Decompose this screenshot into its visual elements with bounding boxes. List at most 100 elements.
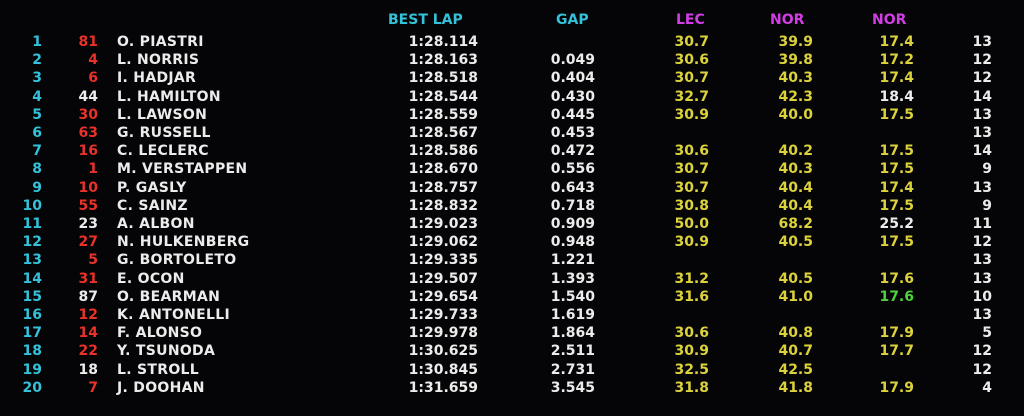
driver-name: C. SAINZ	[117, 197, 188, 214]
sector3-time: 17.6	[879, 270, 914, 287]
sector1-time: 50.0	[674, 216, 709, 232]
table-row: 14 31 E. OCON 1:29.507 1.393 31.2 40.5 17.6 13	[0, 270, 1024, 288]
gap-time	[520, 33, 595, 51]
best-lap-time: 1:30.845	[408, 361, 478, 378]
table-row: 1 81 O. PIASTRI 1:28.114 30.7 39.9 17.4 13	[0, 33, 1024, 51]
sector2-time: 40.7	[778, 343, 813, 360]
lap-count: 9	[982, 197, 992, 214]
lap-count: 14	[972, 88, 992, 105]
table-row: 9 10 P. GASLY 1:28.757 0.643 30.7 40.4 17.4 13	[0, 179, 1024, 197]
sector3-time: 17.5	[879, 106, 914, 123]
lap-count: 13	[972, 125, 992, 141]
gap-time: 2.511	[550, 343, 595, 360]
position: 4	[32, 88, 42, 105]
position: 7	[32, 143, 42, 160]
gap-time: 2.731	[550, 361, 595, 378]
best-lap-time: 1:31.659	[408, 379, 478, 396]
table-row: 3 6 I. HADJAR 1:28.518 0.404 30.7 40.3 17.4 12	[0, 69, 1024, 87]
position: 20	[22, 379, 42, 396]
car-number: 30	[78, 106, 98, 123]
sector1-time: 32.7	[674, 88, 709, 105]
car-number: 14	[78, 325, 98, 342]
table-row: 6 63 G. RUSSELL 1:28.567 0.453 13	[0, 124, 1024, 142]
table-row: 7 16 C. LECLERC 1:28.586 0.472 30.6 40.2 17.5 14	[0, 142, 1024, 160]
timing-header: BEST LAP GAP LEC NOR NOR	[0, 11, 1024, 29]
lap-count: 12	[972, 52, 992, 69]
sector2-time: 40.2	[778, 143, 813, 160]
driver-name: C. LECLERC	[117, 143, 209, 160]
sector3-time: 17.4	[879, 179, 914, 196]
car-number: 22	[78, 343, 98, 360]
position: 10	[22, 197, 42, 214]
car-number: 12	[78, 307, 98, 323]
sector1-time: 30.8	[674, 197, 709, 214]
sector1-time: 30.6	[674, 52, 709, 69]
header-best-lap: BEST LAP	[388, 12, 463, 28]
gap-time: 0.445	[550, 106, 595, 123]
driver-name: O. PIASTRI	[117, 34, 204, 50]
driver-name: I. HADJAR	[117, 70, 197, 87]
sector3-time: 17.5	[879, 234, 914, 251]
sector2-time: 40.4	[778, 179, 813, 196]
driver-name: L. NORRIS	[117, 52, 200, 69]
sector1-time: 30.7	[674, 161, 709, 178]
driver-name: L. LAWSON	[117, 106, 208, 123]
table-row: 5 30 L. LAWSON 1:28.559 0.445 30.9 40.0 17.5 13	[0, 106, 1024, 124]
position: 6	[32, 125, 42, 141]
sector1-time: 31.8	[674, 379, 709, 396]
sector1-time: 30.7	[674, 34, 709, 50]
driver-name: M. VERSTAPPEN	[117, 161, 248, 178]
lap-count: 14	[972, 143, 992, 160]
gap-time: 1.864	[550, 325, 595, 342]
table-row: 20 7 J. DOOHAN 1:31.659 3.545 31.8 41.8 17.9 4	[0, 379, 1024, 397]
best-lap-time: 1:30.625	[408, 343, 478, 360]
table-row: 17 14 F. ALONSO 1:29.978 1.864 30.6 40.8 17.9 5	[0, 324, 1024, 342]
car-number: 55	[78, 197, 98, 214]
best-lap-time: 1:29.507	[408, 270, 478, 287]
best-lap-time: 1:28.559	[408, 106, 478, 123]
sector2-time: 40.4	[778, 197, 813, 214]
sector2-time: 68.2	[778, 216, 813, 232]
sector2-time: 40.3	[778, 161, 813, 178]
header-sector2: NOR	[770, 12, 805, 28]
lap-count: 10	[972, 288, 992, 305]
lap-count: 9	[982, 161, 992, 178]
lap-count: 5	[982, 325, 992, 342]
position: 17	[22, 325, 42, 342]
car-number: 10	[78, 179, 98, 196]
sector1-time	[652, 306, 709, 324]
sector3-time	[852, 306, 914, 324]
best-lap-time: 1:28.832	[408, 197, 478, 214]
gap-time: 0.718	[550, 197, 595, 214]
car-number: 31	[78, 270, 98, 287]
gap-time: 1.619	[550, 307, 595, 323]
car-number: 81	[78, 34, 98, 50]
position: 14	[22, 270, 42, 287]
driver-name: A. ALBON	[117, 216, 195, 232]
best-lap-time: 1:29.335	[408, 252, 478, 269]
gap-time: 0.556	[550, 161, 595, 178]
position: 9	[32, 179, 42, 196]
driver-name: P. GASLY	[117, 179, 187, 196]
driver-name: O. BEARMAN	[117, 288, 221, 305]
sector2-time: 39.8	[778, 52, 813, 69]
sector2-time: 42.3	[778, 88, 813, 105]
table-row: 18 22 Y. TSUNODA 1:30.625 2.511 30.9 40.7 17.7 1…	[0, 342, 1024, 360]
sector1-time: 30.7	[674, 70, 709, 87]
best-lap-time: 1:28.544	[408, 88, 478, 105]
lap-count: 13	[972, 106, 992, 123]
driver-name: G. BORTOLETO	[117, 252, 237, 269]
gap-time: 1.393	[550, 270, 595, 287]
sector1-time: 31.2	[674, 270, 709, 287]
sector3-time: 17.4	[879, 70, 914, 87]
table-row: 4 44 L. HAMILTON 1:28.544 0.430 32.7 42.3 18.4 1…	[0, 88, 1024, 106]
header-sector3: NOR	[872, 12, 907, 28]
gap-time: 0.472	[550, 143, 595, 160]
sector2-time: 40.8	[778, 325, 813, 342]
driver-name: L. HAMILTON	[117, 88, 221, 105]
position: 16	[22, 307, 42, 323]
sector1-time: 30.9	[674, 343, 709, 360]
position: 3	[32, 70, 42, 87]
best-lap-time: 1:29.062	[408, 234, 478, 251]
car-number: 7	[88, 379, 98, 396]
